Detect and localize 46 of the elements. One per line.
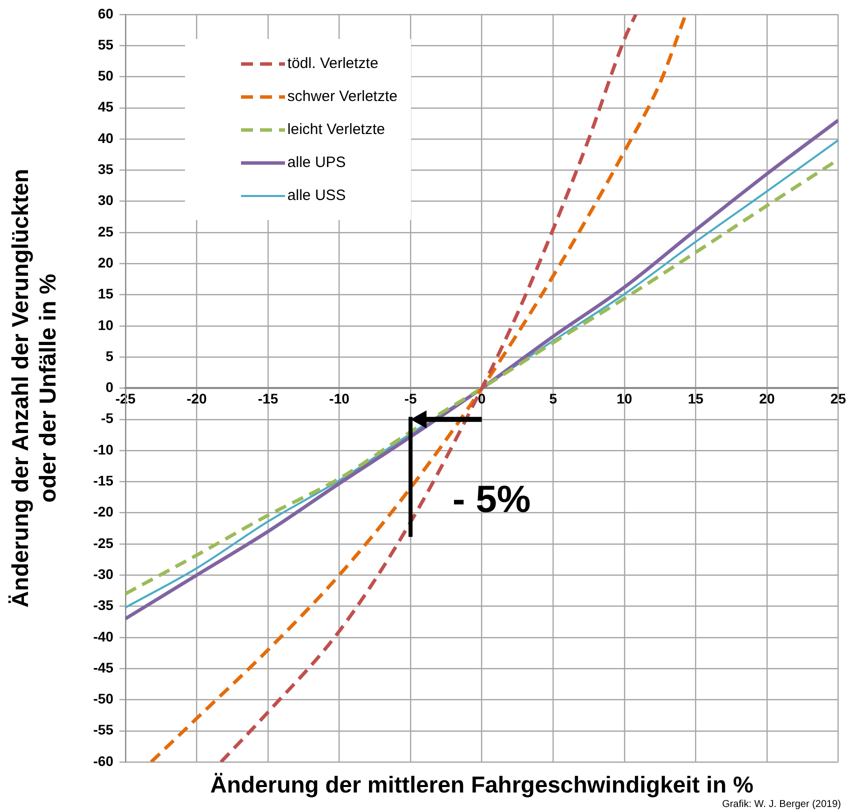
annotation: - 5% — [452, 479, 531, 522]
y-tick-label: 35 — [98, 161, 114, 178]
y-tick-label: -15 — [93, 472, 114, 489]
y-tick-label: 50 — [98, 68, 114, 84]
y-tick-label: 15 — [98, 286, 114, 302]
y-tick-label: -20 — [93, 504, 114, 520]
x-tick-label: -15 — [258, 390, 278, 406]
legend-label: schwer Verletzte — [287, 88, 398, 106]
y-tick-label: -55 — [93, 722, 114, 738]
x-tick-label: 0 — [478, 390, 486, 406]
text: Grafik: W. J. Berger (2019) — [722, 798, 841, 810]
legend-label: tödl. Verletzte — [287, 55, 378, 72]
y-tick-label: 40 — [98, 130, 114, 146]
y-tick-label: 10 — [98, 316, 114, 333]
y-tick-label: -50 — [93, 690, 114, 707]
y-axis-title: Änderung der Anzahl der Verunglückten oder der Unfälle in % — [7, 168, 61, 608]
y-tick-label: 25 — [98, 223, 114, 240]
y-tick-label: 20 — [98, 254, 114, 270]
x-tick-label: -10 — [329, 390, 350, 406]
x-tick-label: -20 — [186, 390, 208, 406]
x-tick-label: 10 — [616, 390, 632, 406]
legend-label: leicht Verletzte — [287, 121, 385, 138]
y-tick-label: -5 — [100, 410, 114, 426]
y-tick-label: 0 — [106, 379, 114, 396]
y-tick-label: -25 — [93, 534, 114, 551]
x-tick-label: 5 — [549, 390, 558, 406]
line-series — [219, 14, 638, 762]
x-tick-label: -5 — [404, 390, 417, 406]
legend-label: alle UPS — [287, 154, 346, 172]
x-axis-title: Änderung der mittleren Fahrgeschwindigkeit in % — [210, 771, 754, 798]
y-tick-label: 55 — [98, 36, 114, 52]
y-tick-label: 30 — [98, 192, 114, 208]
y-tick-label: 45 — [98, 98, 114, 115]
x-tick-label: 15 — [688, 390, 704, 406]
y-tick-label: 60 — [98, 5, 114, 22]
x-tick-label: 25 — [830, 390, 846, 406]
y-tick-label: -10 — [93, 441, 114, 458]
y-tick-label: -60 — [93, 752, 114, 769]
y-tick-label: -30 — [93, 566, 114, 582]
legend-label: alle USS — [287, 187, 346, 204]
y-tick-label: -35 — [93, 597, 114, 614]
y-tick-label: -40 — [93, 628, 114, 644]
y-tick-label: 5 — [106, 348, 114, 364]
y-tick-label: -45 — [93, 659, 114, 676]
line-series — [149, 14, 688, 762]
x-tick-label: 20 — [759, 390, 775, 406]
